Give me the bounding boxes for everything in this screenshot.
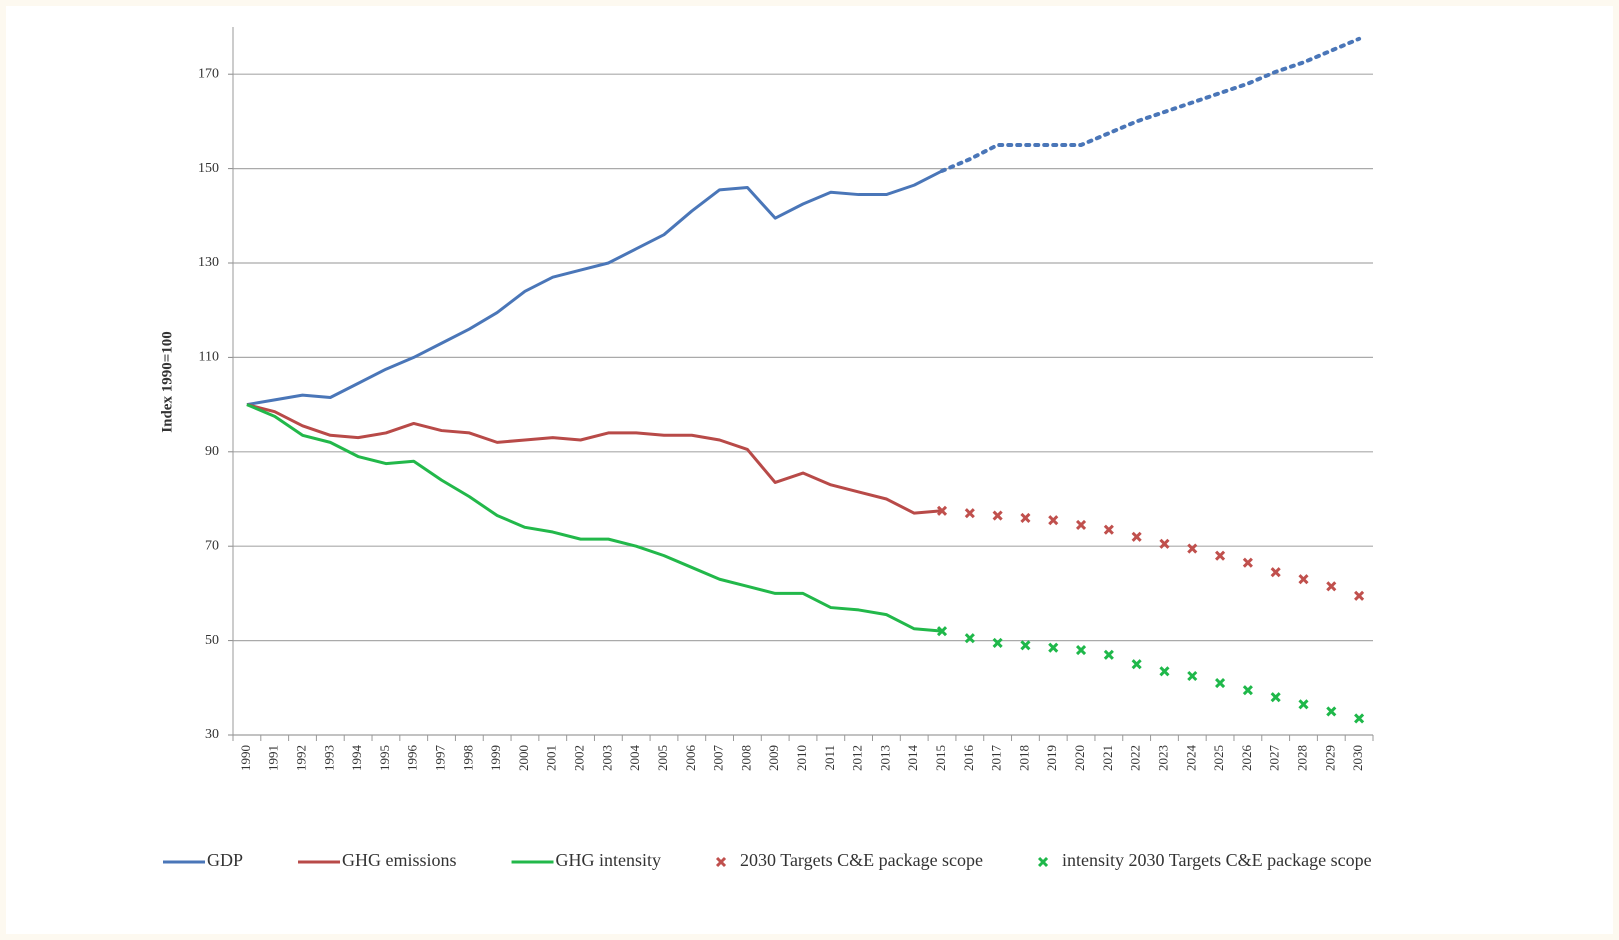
marker	[936, 505, 948, 516]
x-tick-label: 2020	[1072, 745, 1087, 771]
marker	[992, 637, 1003, 649]
marker	[1187, 543, 1198, 554]
x-tick-label: 1995	[377, 745, 392, 771]
marker	[1298, 699, 1309, 710]
marker	[1298, 574, 1309, 585]
y-tick-label: 70	[205, 538, 219, 553]
marker	[1242, 685, 1253, 696]
marker	[1270, 692, 1281, 703]
marker	[964, 508, 975, 519]
x-tick-label: 2023	[1155, 745, 1170, 771]
x-tick-label: 2005	[655, 745, 670, 771]
marker	[1020, 512, 1031, 523]
marker	[1103, 649, 1114, 660]
x-tick-label: 2026	[1239, 745, 1254, 772]
marker	[1215, 550, 1226, 561]
x-tick-label: 1991	[266, 745, 281, 771]
marker	[1270, 567, 1281, 578]
marker	[1215, 678, 1226, 689]
x-tick-label: 1998	[460, 745, 475, 771]
x-tick-label: 2002	[572, 745, 587, 771]
x-tick-label: 1993	[321, 745, 336, 771]
line	[246, 403, 943, 633]
x-tick-label: 2001	[544, 745, 559, 771]
x-tick-label: 2025	[1211, 745, 1226, 771]
marker	[1354, 590, 1365, 601]
marker	[1048, 642, 1059, 653]
x-tick-label: 2007	[711, 745, 726, 772]
y-tick-label: 110	[199, 350, 219, 365]
marker	[1020, 640, 1031, 651]
line	[246, 403, 943, 515]
marker	[1075, 519, 1087, 531]
marker	[1103, 524, 1114, 535]
x-tick-label: 1990	[238, 745, 253, 771]
background	[6, 6, 1613, 934]
y-tick-label: 50	[205, 633, 219, 648]
x-tick-label: 2024	[1183, 745, 1198, 772]
marker	[1354, 713, 1365, 724]
marker	[1242, 557, 1253, 568]
x-tick-label: 2030	[1350, 745, 1365, 771]
x-tick-label: 2016	[961, 745, 976, 772]
y-tick-label: 90	[205, 444, 219, 459]
x-tick-label: 2004	[627, 745, 642, 772]
marker	[1326, 706, 1337, 717]
marker	[992, 510, 1003, 521]
marker	[1187, 670, 1198, 682]
x-tick-label: 2006	[683, 745, 698, 772]
legend-marker	[715, 856, 727, 868]
x-tick-label: 2018	[1016, 745, 1031, 771]
y-tick-label: 170	[198, 66, 219, 81]
marker	[1159, 666, 1170, 677]
y-tick-label: 130	[198, 255, 219, 270]
marker	[936, 626, 948, 637]
marker	[1159, 538, 1170, 549]
x-tick-label: 2012	[850, 745, 865, 771]
marker	[1048, 515, 1059, 526]
legend-label: GHG intensity	[556, 850, 662, 870]
x-tick-label: 1996	[405, 745, 420, 772]
projection-line	[940, 36, 1362, 173]
x-tick-label: 1997	[433, 745, 448, 772]
legend: GDP GHG emissions GHG intensity 2030 Target…	[163, 850, 1372, 870]
x-tick-label: 2014	[905, 745, 920, 772]
x-tick-label: 1992	[293, 745, 308, 771]
x-tick-label: 2017	[989, 745, 1004, 772]
marker	[1075, 644, 1087, 656]
legend-label: GDP	[207, 850, 243, 870]
y-tick-label: 30	[205, 727, 219, 742]
x-tick-label: 2000	[516, 745, 531, 771]
x-tick-label: 2028	[1294, 745, 1309, 771]
x-tick-label: 2013	[877, 745, 892, 771]
marker	[1326, 581, 1337, 592]
x-tick-label: 2029	[1322, 745, 1337, 771]
legend-label: 2030 Targets C&E package scope	[740, 850, 983, 870]
x-tick-label: 1994	[349, 745, 364, 772]
marker	[1131, 659, 1142, 670]
x-tick-label: 2010	[794, 745, 809, 771]
marker	[1131, 531, 1142, 542]
legend-label: intensity 2030 Targets C&E package scope	[1062, 850, 1372, 870]
y-tick-label: 150	[198, 161, 219, 176]
x-tick-label: 2021	[1100, 745, 1115, 771]
x-tick-label: 2015	[933, 745, 948, 771]
legend-marker	[1037, 856, 1049, 868]
legend-label: GHG emissions	[342, 850, 457, 870]
x-tick-label: 2019	[1044, 745, 1059, 771]
x-tick-label: 2027	[1267, 745, 1282, 772]
marker	[964, 633, 975, 644]
x-tick-label: 2003	[599, 745, 614, 771]
x-tick-label: 2008	[738, 745, 753, 771]
line	[246, 169, 943, 407]
y-axis-label: Index 1990=100	[159, 331, 175, 432]
x-tick-label: 2009	[766, 745, 781, 771]
x-tick-label: 1999	[488, 745, 503, 771]
x-tick-label: 2011	[822, 745, 837, 771]
x-tick-label: 2022	[1128, 745, 1143, 771]
